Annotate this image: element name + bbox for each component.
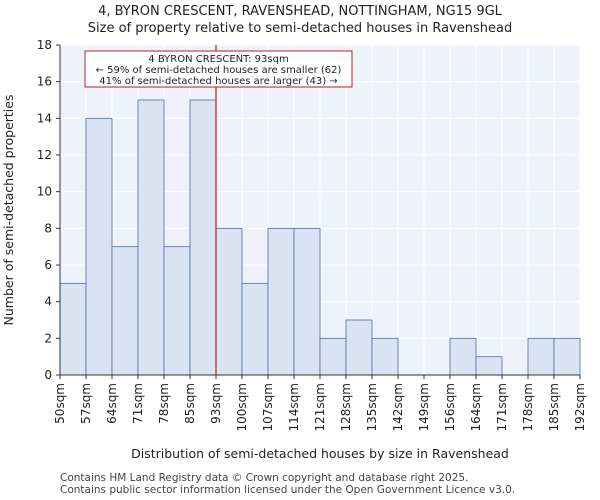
annotation-text: 4 BYRON CRESCENT: 93sqm [148, 54, 288, 65]
y-tick-label: 4 [44, 295, 52, 309]
x-tick-label: 171sqm [495, 383, 509, 431]
x-tick-label: 71sqm [131, 383, 145, 424]
x-tick-label: 142sqm [391, 383, 405, 431]
annotation-text: ← 59% of semi-detached houses are smalle… [96, 65, 342, 76]
x-tick-label: 93sqm [209, 383, 223, 424]
footer-licence: Contains public sector information licen… [60, 484, 516, 496]
x-tick-label: 78sqm [157, 383, 171, 424]
x-tick-label: 192sqm [573, 383, 587, 431]
x-tick-label: 100sqm [235, 383, 249, 431]
y-tick-label: 18 [37, 38, 52, 52]
histogram-bar [85, 117, 113, 376]
x-tick-label: 164sqm [469, 383, 483, 431]
histogram-bar [345, 319, 373, 376]
x-tick-label: 156sqm [443, 383, 457, 431]
x-tick-label: 128sqm [339, 383, 353, 431]
x-tick-label: 149sqm [417, 383, 431, 431]
histogram-bar [527, 337, 555, 376]
annotation-box [84, 50, 353, 88]
histogram-bar [241, 282, 269, 376]
x-tick-label: 85sqm [183, 383, 197, 424]
x-tick-label: 107sqm [261, 383, 275, 431]
footer-copyright: Contains HM Land Registry data © Crown c… [60, 472, 469, 484]
histogram-bar [267, 227, 295, 376]
x-tick-label: 178sqm [521, 383, 535, 431]
histogram-bar [475, 356, 503, 376]
y-tick-label: 2 [44, 331, 52, 345]
y-tick-label: 12 [37, 148, 52, 162]
histogram-bar [137, 99, 165, 376]
histogram-bar [293, 227, 321, 376]
histogram-bar [189, 99, 217, 376]
y-tick-label: 8 [44, 221, 52, 235]
x-tick-label: 185sqm [547, 383, 561, 431]
histogram-bar [215, 227, 243, 376]
histogram-bar [59, 282, 87, 376]
x-tick-label: 64sqm [105, 383, 119, 424]
annotation-text: 41% of semi-detached houses are larger (… [99, 76, 337, 87]
x-tick-label: 50sqm [53, 383, 67, 424]
histogram-bar [371, 337, 399, 376]
x-axis-label: Distribution of semi-detached houses by … [131, 446, 509, 461]
histogram-bar [319, 337, 347, 376]
chart-title: 4, BYRON CRESCENT, RAVENSHEAD, NOTTINGHA… [98, 4, 502, 19]
y-axis-label: Number of semi-detached properties [1, 95, 16, 326]
x-tick-label: 57sqm [79, 383, 93, 424]
histogram-bar [449, 337, 477, 376]
histogram-bar [163, 246, 191, 376]
histogram-bar [111, 246, 139, 376]
y-tick-label: 0 [44, 368, 52, 382]
y-tick-label: 10 [37, 185, 52, 199]
x-tick-label: 121sqm [313, 383, 327, 431]
x-tick-label: 114sqm [287, 383, 301, 431]
chart-subtitle: Size of property relative to semi-detach… [87, 21, 513, 36]
x-tick-label: 135sqm [365, 383, 379, 431]
y-tick-label: 16 [37, 75, 52, 89]
histogram-bar [553, 337, 581, 376]
y-tick-label: 14 [37, 111, 52, 125]
y-tick-label: 6 [44, 258, 52, 272]
